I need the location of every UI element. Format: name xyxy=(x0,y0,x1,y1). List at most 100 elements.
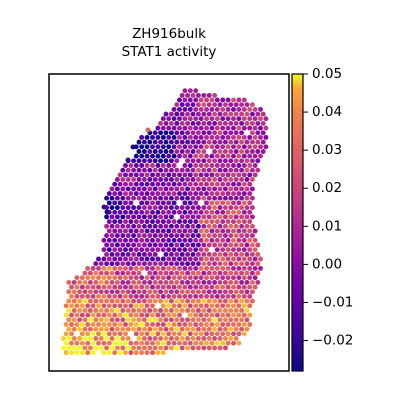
spot xyxy=(158,279,164,285)
spot xyxy=(201,167,207,173)
spot xyxy=(233,205,239,211)
spot xyxy=(117,303,123,309)
spot xyxy=(222,149,228,154)
spot xyxy=(185,214,191,220)
spot xyxy=(236,284,242,290)
spot xyxy=(104,251,110,257)
spot xyxy=(247,322,253,327)
spot xyxy=(114,195,120,201)
spot xyxy=(185,167,191,173)
spot xyxy=(101,204,107,210)
spot xyxy=(177,331,182,337)
spot xyxy=(236,172,242,178)
spot xyxy=(249,279,255,285)
spot xyxy=(239,308,245,313)
spot xyxy=(233,317,239,323)
spot xyxy=(101,237,107,243)
spot xyxy=(123,256,128,262)
spot xyxy=(171,322,177,327)
spot xyxy=(139,275,145,281)
spot xyxy=(179,92,185,98)
spot xyxy=(125,289,131,295)
spot xyxy=(258,125,263,131)
spot xyxy=(144,153,150,159)
spot xyxy=(252,134,258,140)
spot xyxy=(93,326,99,332)
spot xyxy=(139,134,145,140)
spot xyxy=(182,247,188,253)
spot xyxy=(160,116,166,122)
spot xyxy=(136,317,142,323)
spot xyxy=(233,298,239,304)
spot xyxy=(177,134,182,140)
spot xyxy=(123,247,128,253)
spot xyxy=(112,340,118,346)
spot xyxy=(249,270,255,276)
spot xyxy=(241,312,247,318)
spot xyxy=(241,144,247,150)
spot xyxy=(141,214,147,220)
spot xyxy=(217,130,223,136)
spot xyxy=(239,261,245,267)
spot xyxy=(96,284,101,290)
spot xyxy=(241,153,247,159)
spot xyxy=(195,158,201,164)
spot xyxy=(139,144,145,150)
spot xyxy=(187,97,193,103)
spot xyxy=(249,214,255,220)
spot xyxy=(120,223,126,229)
spot xyxy=(147,177,153,182)
spot xyxy=(241,172,247,178)
spot xyxy=(168,186,174,192)
spot xyxy=(239,186,245,192)
spot xyxy=(131,251,137,257)
spot xyxy=(79,284,85,290)
spot xyxy=(93,279,99,285)
spot xyxy=(193,331,199,337)
spot xyxy=(163,120,169,126)
spot xyxy=(69,312,74,318)
spot xyxy=(225,312,231,318)
spot xyxy=(179,326,185,332)
spot xyxy=(193,312,199,318)
spot xyxy=(228,205,234,211)
spot xyxy=(168,223,174,229)
spot xyxy=(112,237,118,243)
spot xyxy=(144,265,150,271)
spot xyxy=(177,247,182,253)
spot xyxy=(209,144,215,150)
spot xyxy=(204,200,209,206)
spot xyxy=(152,177,158,182)
spot xyxy=(66,298,72,304)
spot xyxy=(182,200,188,206)
spot xyxy=(155,237,161,243)
spot xyxy=(133,219,139,225)
spot xyxy=(241,293,247,299)
spot xyxy=(171,256,177,262)
spot xyxy=(139,322,145,327)
spot xyxy=(166,265,172,271)
spot xyxy=(233,195,239,201)
spot xyxy=(187,247,193,253)
spot xyxy=(214,97,220,103)
spot xyxy=(225,209,231,215)
spot xyxy=(171,153,177,159)
spot xyxy=(136,289,142,295)
spot xyxy=(249,223,255,229)
spot xyxy=(150,134,155,140)
spot xyxy=(158,195,164,201)
spot xyxy=(247,172,253,178)
spot xyxy=(187,237,193,243)
spot xyxy=(239,158,245,164)
spot xyxy=(195,130,201,136)
spot xyxy=(231,237,236,243)
spot xyxy=(166,293,172,299)
spot xyxy=(166,125,172,131)
spot xyxy=(171,293,177,299)
spot xyxy=(252,275,258,281)
spot xyxy=(247,153,253,159)
spot xyxy=(160,293,166,299)
spot xyxy=(128,228,134,234)
spot xyxy=(158,177,164,182)
spot xyxy=(133,284,139,290)
